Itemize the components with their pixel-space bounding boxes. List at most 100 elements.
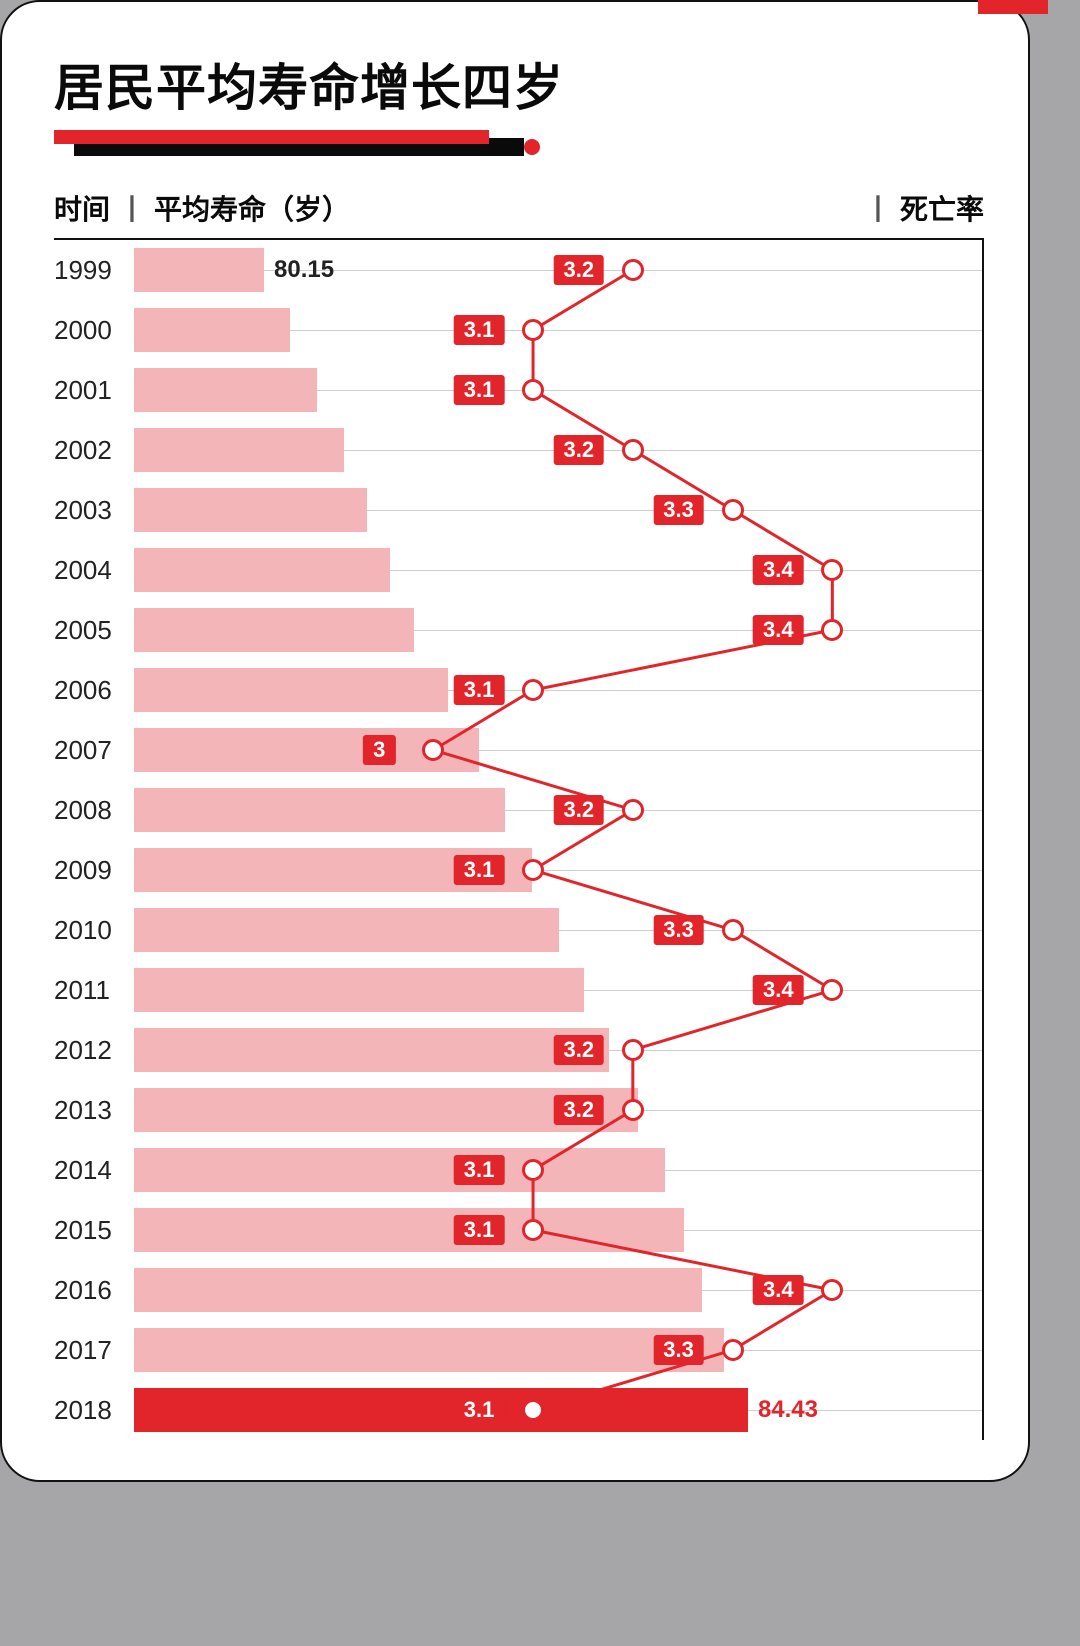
bar-area: 3.4	[134, 1260, 982, 1320]
chart-card: 居民平均寿命增长四岁 时间 丨 平均寿命（岁） 丨 死亡率 199980.153…	[0, 0, 1030, 1482]
death-rate-point	[722, 1339, 744, 1361]
death-rate-point	[821, 1279, 843, 1301]
death-rate-badge: 3.4	[753, 1275, 804, 1305]
life-bar	[134, 908, 559, 952]
bar-area: 3.2	[134, 780, 982, 840]
year-label: 1999	[54, 255, 134, 286]
death-rate-badge: 3.1	[454, 1395, 505, 1425]
life-bar	[134, 1028, 609, 1072]
data-row: 199980.153.2	[54, 240, 982, 300]
death-rate-badge: 3.4	[753, 615, 804, 645]
year-label: 2018	[54, 1395, 134, 1426]
brand-separator-icon: 丨	[842, 1529, 882, 1587]
data-row: 2008 3.2	[54, 780, 982, 840]
death-rate-badge: 3.2	[554, 795, 605, 825]
life-bar	[134, 1208, 684, 1252]
death-rate-point	[622, 1039, 644, 1061]
death-rate-point	[522, 859, 544, 881]
source-label: 数据来源：	[48, 1542, 158, 1574]
death-rate-badge: 3.4	[753, 975, 804, 1005]
bar-area: 3.4	[134, 600, 982, 660]
death-rate-point	[522, 1219, 544, 1241]
source-text: 时代数据、世界银行	[164, 1542, 362, 1574]
death-rate-point	[821, 979, 843, 1001]
year-label: 2012	[54, 1035, 134, 1066]
data-row: 2006 3.1	[54, 660, 982, 720]
death-rate-point	[821, 619, 843, 641]
death-rate-badge: 3.1	[454, 1215, 505, 1245]
death-rate-badge: 3.1	[454, 675, 505, 705]
death-rate-badge: 3.1	[454, 375, 505, 405]
death-rate-point	[722, 499, 744, 521]
header-separator-icon: 丨	[864, 188, 892, 228]
brand-cn: 时代数据	[896, 1534, 1032, 1583]
death-rate-badge: 3	[363, 735, 395, 765]
life-bar	[134, 428, 344, 472]
brand-en: Datagoo	[627, 1526, 824, 1590]
bar-area: 3.1	[134, 1200, 982, 1260]
bar-area: 3.1	[134, 360, 982, 420]
data-row: 2012 3.2	[54, 1020, 982, 1080]
bar-area: 3	[134, 720, 982, 780]
life-bar	[134, 968, 584, 1012]
bar-area: 3.3	[134, 480, 982, 540]
year-label: 2002	[54, 435, 134, 466]
bar-area: 3.4	[134, 540, 982, 600]
year-label: 2008	[54, 795, 134, 826]
bar-area: 3.1	[134, 300, 982, 360]
data-row: 20133.2	[54, 1080, 982, 1140]
life-bar	[134, 308, 290, 352]
header-separator-icon: 丨	[118, 188, 146, 228]
death-rate-point	[422, 739, 444, 761]
death-rate-point	[622, 439, 644, 461]
life-bar	[134, 1268, 702, 1312]
death-rate-badge: 3.3	[653, 915, 704, 945]
data-row: 20033.3	[54, 480, 982, 540]
life-value-label: 84.43	[748, 1396, 818, 1424]
data-row: 20103.3	[54, 900, 982, 960]
data-row: 2009 3.1	[54, 840, 982, 900]
year-label: 2009	[54, 855, 134, 886]
data-row: 2018 84.43 3.1	[54, 1380, 982, 1440]
bar-area: 3.3	[134, 900, 982, 960]
life-bar	[134, 548, 390, 592]
year-label: 2017	[54, 1335, 134, 1366]
life-bar	[134, 248, 264, 292]
death-rate-point	[522, 1159, 544, 1181]
chart-area: 199980.153.220003.120013.120023.220033.3…	[54, 238, 984, 1440]
bar-area: 3.2	[134, 1080, 982, 1140]
data-row: 20013.1	[54, 360, 982, 420]
data-row: 20163.4	[54, 1260, 982, 1320]
year-label: 2015	[54, 1215, 134, 1246]
year-label: 2006	[54, 675, 134, 706]
year-label: 2004	[54, 555, 134, 586]
life-bar	[134, 1328, 724, 1372]
year-label: 2014	[54, 1155, 134, 1186]
bar-area: 3.1	[134, 840, 982, 900]
life-bar	[134, 368, 317, 412]
death-rate-point	[522, 319, 544, 341]
death-rate-badge: 3.1	[454, 1155, 505, 1185]
death-rate-badge: 3.3	[653, 1335, 704, 1365]
data-row: 2004 3.4	[54, 540, 982, 600]
death-rate-point	[821, 559, 843, 581]
death-rate-badge: 3.2	[554, 1035, 605, 1065]
column-headers: 时间 丨 平均寿命（岁） 丨 死亡率	[54, 188, 984, 228]
bar-area: 3.1	[134, 1140, 982, 1200]
year-label: 2005	[54, 615, 134, 646]
title-underline	[54, 130, 984, 154]
death-rate-point	[522, 379, 544, 401]
bar-area: 3.2	[134, 1020, 982, 1080]
death-rate-badge: 3.1	[454, 315, 505, 345]
death-rate-badge: 3.4	[753, 555, 804, 585]
death-rate-badge: 3.2	[554, 435, 605, 465]
life-bar	[134, 668, 448, 712]
year-label: 2000	[54, 315, 134, 346]
death-rate-point	[722, 919, 744, 941]
data-row: 20073	[54, 720, 982, 780]
data-row: 2005 3.4	[54, 600, 982, 660]
death-rate-badge: 3.1	[454, 855, 505, 885]
bar-area: 3.4	[134, 960, 982, 1020]
life-value-label: 80.15	[264, 256, 334, 284]
header-life: 平均寿命（岁）	[154, 188, 350, 228]
